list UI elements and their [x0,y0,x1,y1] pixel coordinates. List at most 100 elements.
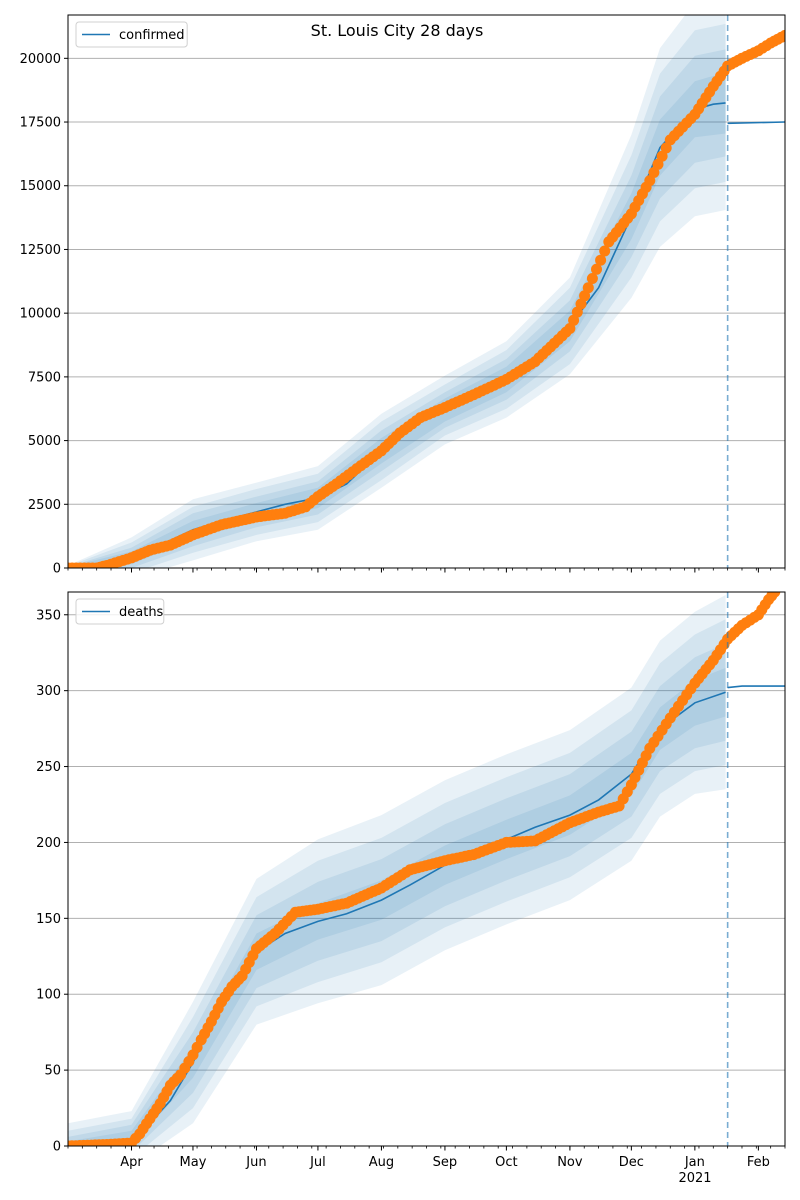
x-tick-label: May [180,1155,207,1170]
observed-point [660,142,672,154]
observed-point [748,47,760,59]
y-tick-label: 100 [36,988,61,1003]
x-tick-label: Oct [495,1155,517,1170]
y-tick-label: 12500 [20,243,61,258]
observed-point [296,502,307,514]
legend: deaths [75,598,165,625]
observed-point [121,1137,133,1146]
y-tick-label: 250 [36,760,61,775]
observed-point [347,466,359,478]
y-tick-label: 0 [53,1140,61,1155]
observed-point [652,158,664,170]
observed-point [656,150,668,162]
observed-point [568,314,580,326]
observed-point [212,1002,224,1014]
legend-label: confirmed [119,28,185,43]
y-tick-label: 20000 [20,52,61,67]
observed-point [579,290,591,302]
observed-point [390,431,402,442]
x-tick-label: Jan [684,1155,705,1170]
observed-point [496,838,508,850]
observed-point [171,1072,183,1084]
year-tick-label: 2021 [678,1171,711,1186]
observed-point [732,623,744,635]
observed-point [704,86,716,98]
observed-point [464,391,475,402]
observed-point [308,494,320,506]
year-label: 2021 [678,1171,711,1186]
observed-point [202,1022,214,1034]
observed-point [660,718,672,730]
plot-area [68,592,785,1146]
observed-point [575,298,587,310]
x-tick-label: Jul [309,1155,326,1170]
observed-point [640,181,652,193]
observed-point [183,1056,195,1067]
y-tick-label: 5000 [28,434,61,449]
observed-point [595,254,607,266]
observed-point [622,212,634,224]
x-tick-label: Nov [557,1155,583,1170]
y-tick-label: 7500 [28,370,61,385]
deaths-panel: 0 50 100 150 200 250 300 350 Apr May Jun Jul Aug Sep O… [36,591,786,1170]
observed-point [327,481,339,492]
observed-point [586,273,598,284]
y-tick-label: 15000 [20,179,61,194]
observed-point [591,263,602,275]
y-tick-label: 0 [53,562,61,577]
observed-point [265,931,277,942]
observed-point [560,326,572,338]
observed-point [685,683,697,695]
y-tick-label: 200 [36,836,61,851]
observed-point [766,592,778,602]
observed-point [130,1132,142,1144]
observed-point [410,415,422,427]
legend-box [75,21,188,48]
observed-point [191,1041,203,1053]
uncertainty-band [68,595,726,1146]
y-tick-label: 2500 [28,498,61,513]
y-tick-label: 10000 [20,307,61,322]
y-tick-label: 350 [36,608,61,623]
uncertainty-band [68,667,726,1146]
y-tick-label: 50 [44,1064,61,1079]
plot-area [68,15,785,568]
confirmed-panel: 0 2500 5000 7500 10000 12500 15000 17500 20000 co… [20,14,786,577]
observed-point [648,167,660,178]
legend-label: deaths [119,605,164,620]
legend-box [75,598,165,625]
x-tick-label: Dec [619,1155,644,1170]
y-tick-label: 17500 [20,116,61,131]
observed-point [223,986,234,998]
uncertainty-band [68,15,726,568]
observed-point [621,786,633,798]
uncertainty-band [68,23,726,568]
observed-point [748,611,760,623]
observed-point [640,750,652,762]
observed-point [775,31,785,43]
chart-title: St. Louis City 28 days [311,21,484,40]
observed-point [247,950,259,961]
uncertainty-band [68,49,726,568]
observed-point [233,974,245,985]
observed-point [525,358,537,370]
model-line [68,691,726,1146]
observed-point [141,1118,152,1130]
x-tick-label: Sep [433,1155,458,1170]
x-tick-label: Jun [245,1155,266,1170]
observed-point [759,599,771,611]
observed-point [704,659,716,671]
forecast-line [727,685,785,689]
observed-point [496,375,508,387]
legend: confirmed [75,21,188,48]
observed-point [371,448,383,460]
y-tick-label: 150 [36,912,61,927]
observed-point [685,113,697,125]
x-tick-label: Apr [120,1155,143,1170]
observed-point [151,1103,163,1115]
x-tick-label: Feb [747,1155,770,1170]
uncertainty-band [68,72,726,568]
x-tick-label: Aug [369,1155,394,1170]
forecast-line [727,121,785,125]
